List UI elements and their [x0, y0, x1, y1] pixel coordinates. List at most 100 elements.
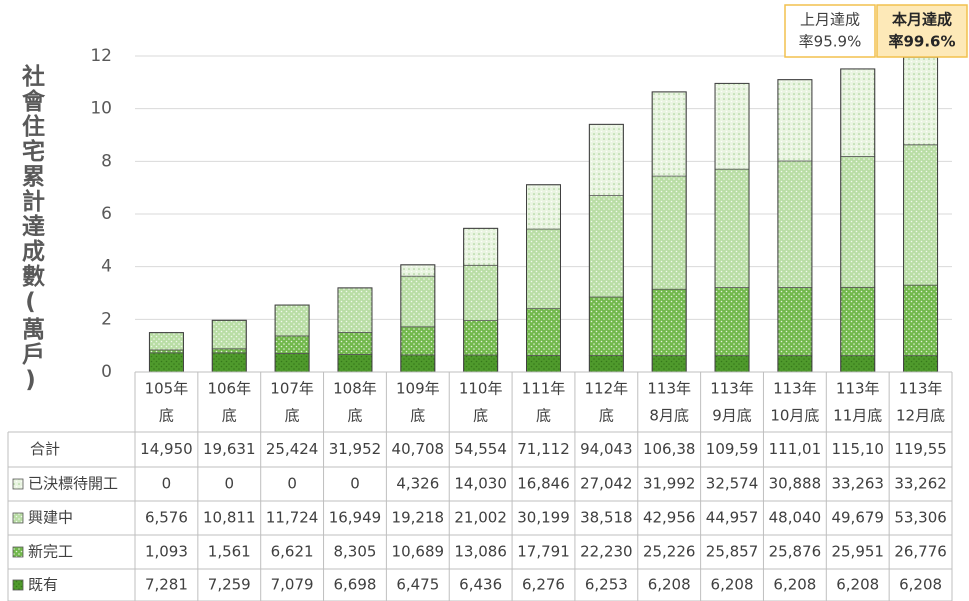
table-cell: 31,952 — [329, 440, 382, 458]
y-tick-label: 8 — [101, 151, 112, 171]
table-cell: 106,38 — [643, 440, 696, 458]
bar-segment — [526, 355, 561, 373]
x-tick-label: 111年 — [522, 380, 566, 398]
table-cell: 13,086 — [454, 543, 507, 561]
bar-segment — [274, 352, 310, 373]
table-cell: 1,561 — [208, 543, 251, 561]
bar-segment — [588, 123, 624, 196]
bar-segment — [526, 308, 561, 356]
bar-segment — [274, 335, 310, 354]
x-tick-label: 底 — [536, 407, 551, 425]
bar-segment — [777, 287, 813, 357]
table-cell: 10,811 — [203, 509, 256, 527]
table-cell: 7,281 — [145, 576, 188, 594]
y-tick-label: 10 — [90, 99, 112, 119]
table-cell: 6,475 — [396, 576, 439, 594]
x-tick-label: 11月底 — [833, 407, 882, 425]
table-cell: 1,093 — [145, 543, 188, 561]
table-cell: 16,949 — [329, 509, 382, 527]
bar-segment — [274, 304, 310, 337]
table-cell: 26,776 — [894, 543, 947, 561]
table-cell: 48,040 — [769, 509, 822, 527]
bar-segment — [714, 168, 750, 288]
table-cell: 40,708 — [392, 440, 445, 458]
table-cell: 6,621 — [271, 543, 314, 561]
table-cell: 6,276 — [522, 576, 565, 594]
bar-segment — [651, 91, 687, 177]
table-cell: 17,791 — [517, 543, 570, 561]
x-tick-label: 底 — [599, 407, 614, 425]
table-cell: 21,002 — [454, 509, 507, 527]
x-tick-label: 8月底 — [649, 407, 689, 425]
table-cell: 16,846 — [517, 475, 570, 493]
table-cell: 25,857 — [706, 543, 759, 561]
legend-swatch — [12, 579, 24, 591]
x-tick-label: 109年 — [396, 380, 440, 398]
table-cell: 33,263 — [831, 475, 884, 493]
x-tick-label: 底 — [159, 407, 174, 425]
table-cell: 32,574 — [706, 475, 759, 493]
legend-label: 新完工 — [28, 543, 73, 561]
table-cell: 22,230 — [580, 543, 633, 561]
bar-segment — [149, 352, 184, 373]
table-cell: 6,698 — [333, 576, 376, 594]
bar-segment — [651, 355, 687, 373]
table-cell: 6,253 — [585, 576, 628, 594]
x-tick-label: 113年 — [899, 380, 943, 398]
bar-segment — [149, 332, 184, 351]
table-cell: 33,262 — [894, 475, 947, 493]
bar-segment — [714, 355, 750, 373]
legend-label: 已決標待開工 — [28, 475, 118, 493]
bar-segment — [463, 264, 499, 321]
bar-segment — [463, 354, 499, 373]
table-cell: 27,042 — [580, 475, 633, 493]
y-tick-label: 4 — [101, 257, 112, 277]
y-tick-label: 12 — [90, 46, 112, 66]
table-cell: 42,956 — [643, 509, 696, 527]
legend-swatch — [12, 512, 24, 524]
table-cell: 6,208 — [711, 576, 754, 594]
bar-segment — [651, 288, 687, 357]
table-cell: 6,576 — [145, 509, 188, 527]
table-cell: 115,10 — [831, 440, 884, 458]
bar-segment — [400, 264, 436, 277]
table-cell: 111,01 — [769, 440, 822, 458]
y-tick-label: 0 — [101, 362, 112, 382]
x-tick-label: 113年 — [710, 380, 754, 398]
bar-segment — [588, 195, 624, 298]
x-tick-label: 10月底 — [770, 407, 819, 425]
table-cell: 6,208 — [648, 576, 691, 594]
bar-segment — [588, 355, 624, 373]
x-tick-label: 106年 — [207, 380, 251, 398]
table-cell: 0 — [350, 475, 360, 493]
legend-swatch — [12, 546, 24, 558]
table-cell: 0 — [224, 475, 234, 493]
bar-segment — [337, 287, 373, 333]
table-cell: 54,554 — [454, 440, 507, 458]
annotation-box — [784, 4, 876, 58]
x-tick-label: 108年 — [333, 380, 377, 398]
bar-segment — [651, 175, 687, 290]
x-tick-label: 底 — [285, 407, 300, 425]
bar-segment — [400, 326, 436, 356]
bar-segment — [714, 287, 750, 357]
bar-segment — [777, 355, 813, 373]
table-cell: 31,992 — [643, 475, 696, 493]
table-cell: 25,424 — [266, 440, 319, 458]
table-cell: 6,208 — [773, 576, 816, 594]
annotation-box — [876, 4, 968, 58]
table-cell: 4,326 — [396, 475, 439, 493]
bar-segment — [840, 156, 876, 288]
x-tick-label: 110年 — [459, 380, 503, 398]
annotation-text: 率99.6% — [888, 33, 955, 51]
bar-segment — [777, 160, 813, 288]
legend-swatch — [12, 478, 24, 490]
table-cell: 71,112 — [517, 440, 570, 458]
table-cell: 6,208 — [899, 576, 942, 594]
table-cell: 94,043 — [580, 440, 633, 458]
x-tick-label: 底 — [347, 407, 362, 425]
bar-segment — [400, 354, 436, 373]
x-tick-label: 底 — [222, 407, 237, 425]
x-tick-label: 113年 — [647, 380, 691, 398]
bar-segment — [337, 353, 373, 373]
